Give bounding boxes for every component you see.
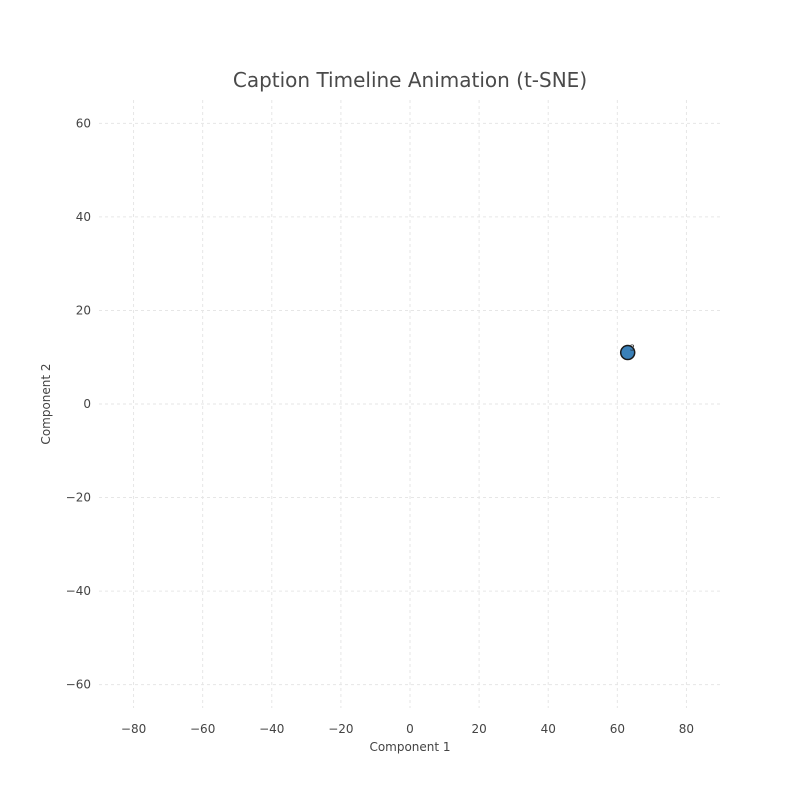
y-tick-label: −20	[66, 491, 91, 505]
y-axis-label: Component 2	[39, 363, 53, 444]
y-tick-label: 20	[76, 303, 91, 317]
scatter-point	[619, 344, 636, 361]
grid-lines	[99, 100, 721, 708]
x-tick-label: 60	[610, 722, 625, 736]
x-tick-label: 20	[471, 722, 486, 736]
x-tick-label: 0	[406, 722, 414, 736]
x-axis-ticks: −80 −60 −40 −20 0 20 40 60 80	[121, 722, 694, 736]
x-tick-label: −20	[328, 722, 353, 736]
point-label: 3	[630, 344, 635, 353]
y-tick-label: 0	[83, 397, 91, 411]
x-tick-label: 40	[541, 722, 556, 736]
x-axis-label: Component 1	[369, 740, 450, 754]
x-tick-label: −80	[121, 722, 146, 736]
chart-title: Caption Timeline Animation (t-SNE)	[233, 68, 587, 92]
x-tick-label: 80	[679, 722, 694, 736]
y-tick-label: 40	[76, 210, 91, 224]
data-points: 3	[619, 344, 636, 361]
y-tick-label: −40	[66, 584, 91, 598]
y-tick-label: 60	[76, 116, 91, 130]
x-tick-label: −40	[259, 722, 284, 736]
y-axis-ticks: −60 −40 −20 0 20 40 60	[66, 116, 91, 691]
x-tick-label: −60	[190, 722, 215, 736]
y-tick-label: −60	[66, 678, 91, 692]
